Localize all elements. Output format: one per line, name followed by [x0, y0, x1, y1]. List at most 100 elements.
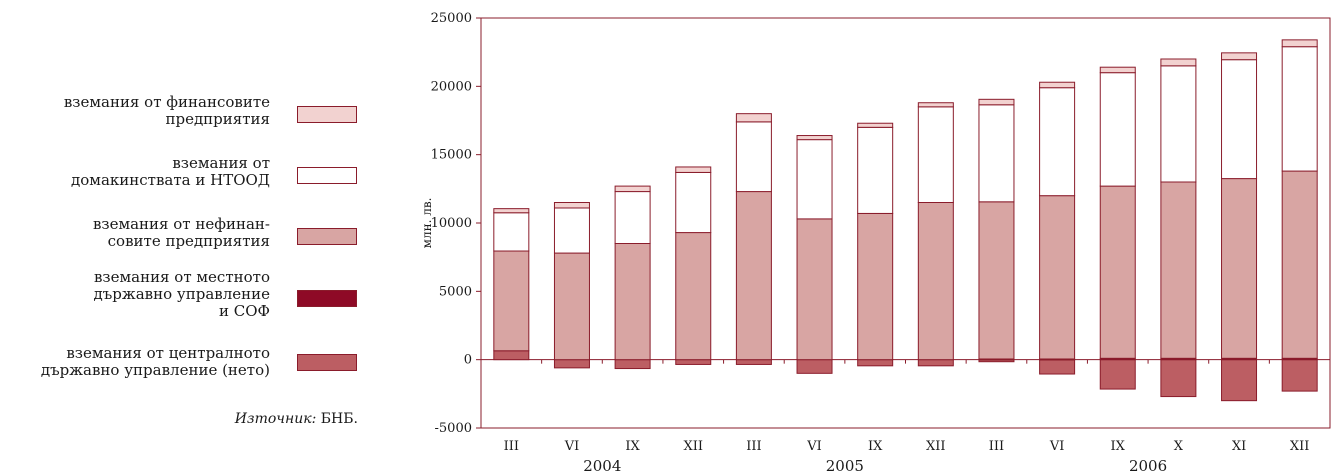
- bar-segment-series-2: [493, 250, 530, 352]
- bar-segment-series-0: [857, 359, 894, 367]
- x-category-label: IX: [868, 439, 883, 454]
- x-category-label: X: [1174, 439, 1184, 454]
- legend-label-line: вземания от местното: [93, 268, 270, 286]
- bar-segment-series-2: [1221, 178, 1258, 359]
- y-tick-label: 5000: [439, 284, 472, 299]
- bar-segment-series-0: [614, 359, 651, 370]
- bar-segment-series-3: [675, 171, 712, 234]
- bar-segment-series-4: [1281, 39, 1318, 48]
- bar-segment-series-4: [735, 113, 772, 123]
- bar-segment-series-0: [917, 359, 954, 367]
- bar-segment-series-2: [1160, 181, 1197, 359]
- bar-segment-series-4: [553, 202, 590, 209]
- legend-label-line: вземания от: [172, 154, 270, 172]
- x-category-label: XII: [926, 439, 946, 454]
- bar-segment-series-3: [1160, 65, 1197, 183]
- x-category-label: III: [989, 439, 1004, 454]
- bar-segment-series-0: [1221, 359, 1258, 402]
- source-label: Източник:: [234, 411, 317, 427]
- bar-segment-series-0: [1039, 359, 1076, 375]
- plot-frame: [480, 17, 1331, 429]
- x-category-label: XII: [1290, 439, 1310, 454]
- bar-segment-series-3: [917, 106, 954, 203]
- bar-segment-series-2: [735, 191, 772, 361]
- bar-segment-series-3: [1281, 46, 1318, 172]
- x-category-label: III: [504, 439, 519, 454]
- bar-segment-series-3: [553, 207, 590, 254]
- bar-segment-series-4: [1039, 81, 1076, 89]
- legend-swatch-nonfinancial: [297, 228, 357, 245]
- bar-segment-series-0: [1281, 359, 1318, 392]
- x-category-label: XII: [683, 439, 703, 454]
- legend-label: вземания от домакинствата и НТООД: [71, 155, 270, 189]
- source-note: Източник: БНБ.: [235, 411, 358, 427]
- bar-segment-series-2: [1099, 185, 1136, 359]
- legend-label: вземания от нефинан- совите предприятия: [93, 216, 270, 250]
- legend-label: вземания от централното държавно управле…: [41, 345, 270, 379]
- legend: вземания от финансовите предприятия взем…: [0, 0, 380, 476]
- legend-label-line: вземания от централното: [66, 344, 270, 362]
- bar-segment-series-2: [1281, 170, 1318, 359]
- x-category-label: III: [746, 439, 761, 454]
- bar-segment-series-3: [978, 104, 1015, 203]
- bar-segment-series-2: [1039, 195, 1076, 360]
- legend-label-line: вземания от нефинан-: [92, 215, 270, 233]
- bar-segment-series-4: [978, 98, 1015, 106]
- x-category-label: IX: [625, 439, 640, 454]
- bar-segment-series-4: [917, 102, 954, 108]
- legend-swatch-financial: [297, 106, 357, 123]
- bar-segment-series-3: [614, 191, 651, 244]
- legend-label-line: совите предприятия: [107, 232, 270, 250]
- y-axis-label: млн. лв.: [420, 198, 434, 249]
- bar-segment-series-4: [1099, 66, 1136, 74]
- bar-segment-series-2: [796, 218, 833, 361]
- bar-segment-series-3: [493, 212, 530, 252]
- bar-segment-series-4: [1221, 52, 1258, 61]
- y-tick-label: 20000: [431, 79, 472, 94]
- legend-label-line: и СОФ: [219, 302, 270, 320]
- bar-segment-series-4: [675, 166, 712, 173]
- bar-segment-series-2: [917, 202, 954, 361]
- bar-segment-series-0: [493, 350, 530, 361]
- y-tick-label: -5000: [435, 421, 472, 436]
- bar-segment-series-0: [1099, 359, 1136, 390]
- bar-segment-series-2: [675, 232, 712, 361]
- bar-segment-series-3: [1039, 87, 1076, 197]
- x-category-label: VI: [806, 439, 822, 454]
- legend-label-line: държавно управление (нето): [40, 361, 270, 379]
- legend-label-line: домакинствата и НТООД: [71, 171, 270, 189]
- legend-swatch-central-government: [297, 354, 357, 371]
- bar-segment-series-3: [857, 126, 894, 214]
- bar-segment-series-2: [978, 201, 1015, 360]
- bar-segment-series-2: [553, 252, 590, 361]
- bar-segment-series-2: [857, 212, 894, 361]
- x-year-label: 2005: [826, 457, 864, 475]
- legend-label: вземания от финансовите предприятия: [64, 94, 270, 128]
- bars-layer: [493, 39, 1318, 402]
- x-year-label: 2006: [1129, 457, 1167, 475]
- legend-swatch-local-government: [297, 290, 357, 307]
- bar-segment-series-4: [1160, 58, 1197, 67]
- bar-segment-series-3: [1099, 72, 1136, 187]
- source-value: БНБ.: [320, 411, 358, 427]
- bar-segment-series-0: [675, 359, 712, 365]
- bar-segment-series-0: [553, 359, 590, 369]
- bar-segment-series-3: [796, 139, 833, 220]
- legend-label-line: вземания от финансовите: [63, 93, 270, 111]
- labels-layer: -5000 0 5000 10000 15000 20000 25000 млн. лв. II…: [420, 11, 1309, 475]
- bar-segment-series-4: [857, 122, 894, 128]
- legend-label-line: предприятия: [165, 110, 270, 128]
- y-tick-label: 0: [464, 353, 472, 368]
- axes-layer: [476, 17, 1331, 429]
- bar-segment-series-4: [614, 185, 651, 193]
- bar-segment-series-0: [735, 359, 772, 365]
- bar-segment-series-0: [796, 359, 833, 374]
- bar-segment-series-4: [493, 208, 530, 214]
- legend-label: вземания от местното държавно управление…: [94, 269, 270, 320]
- legend-label-line: държавно управление: [93, 285, 270, 303]
- bar-segment-series-0: [1160, 359, 1197, 398]
- x-category-label: IX: [1111, 439, 1126, 454]
- x-year-label: 2004: [583, 457, 621, 475]
- y-tick-label: 25000: [431, 11, 472, 26]
